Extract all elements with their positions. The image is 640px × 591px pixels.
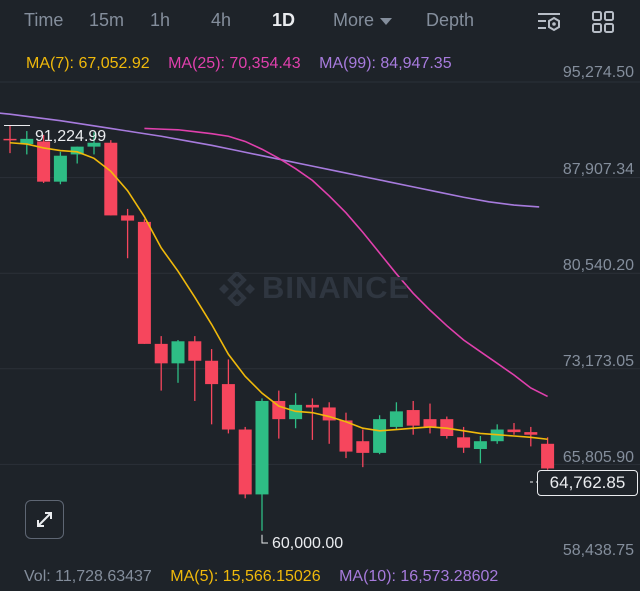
- candle-down: [3, 138, 17, 141]
- ma25-value: MA(25): 70,354.43: [168, 55, 301, 72]
- chart-settings-icon[interactable]: [536, 9, 562, 35]
- candle-down: [524, 432, 538, 435]
- volume-legend: Vol: 11,728.63437 MA(5): 15,566.15026 MA…: [24, 568, 512, 586]
- y-axis-label: 80,540.20: [562, 257, 634, 274]
- fullscreen-button[interactable]: [25, 500, 64, 539]
- volume-value: Vol: 11,728.63437: [24, 568, 152, 585]
- volume-ma10: MA(10): 16,573.28602: [339, 568, 499, 585]
- volume-ma5: MA(5): 15,566.15026: [170, 568, 321, 585]
- watermark-text: BINANCE: [262, 270, 411, 305]
- y-axis-label: 65,805.90: [562, 449, 634, 466]
- candle-down: [221, 384, 235, 430]
- candle-down: [423, 419, 437, 427]
- candle-down: [121, 215, 135, 221]
- candlestick-chart[interactable]: [0, 42, 640, 562]
- candle-down: [507, 429, 521, 433]
- high-annotation: 91,224.99: [35, 128, 107, 145]
- candle-up: [20, 138, 34, 145]
- expand-arrows-icon: [37, 512, 52, 527]
- tab-15m[interactable]: 15m: [89, 10, 125, 30]
- tab-depth[interactable]: Depth: [426, 10, 475, 30]
- candle-down: [238, 429, 252, 495]
- candle-down: [205, 360, 219, 385]
- tab-1d[interactable]: 1D: [272, 10, 296, 30]
- candle-down: [137, 221, 151, 344]
- y-axis-label: 87,907.34: [562, 161, 634, 178]
- interval-tabs: Time 15m 1h 4h 1D More Depth: [0, 0, 640, 42]
- ma99-line: [0, 112, 540, 208]
- candle-up: [70, 146, 84, 155]
- candle-up: [171, 341, 185, 364]
- candle-down: [305, 404, 319, 408]
- candle-up: [373, 419, 387, 453]
- candle-down: [406, 410, 420, 426]
- candle-up: [473, 441, 487, 449]
- ma25-line: [144, 127, 548, 398]
- binance-logo-icon: [219, 272, 255, 306]
- candle-up: [255, 400, 269, 495]
- candle-down: [37, 141, 51, 182]
- tab-more[interactable]: More: [333, 10, 393, 31]
- candle-up: [87, 142, 101, 147]
- grid-layout-icon[interactable]: [590, 9, 616, 35]
- candle-down: [356, 441, 370, 453]
- current-price-tag: 64,762.85: [537, 470, 638, 496]
- chevron-down-icon: [380, 17, 393, 25]
- ma7-line: [9, 141, 548, 441]
- tab-more-label: More: [333, 10, 375, 30]
- candle-down: [154, 343, 168, 364]
- y-axis-label: 95,274.50: [562, 64, 634, 81]
- y-axis-label: 58,438.75: [562, 542, 634, 559]
- candle-down: [188, 341, 202, 361]
- tab-time[interactable]: Time: [24, 10, 64, 30]
- candle-down: [541, 443, 555, 469]
- y-axis-label: 73,173.05: [562, 353, 634, 370]
- ma-legend: MA(7): 67,052.92 MA(25): 70,354.43 MA(99…: [26, 55, 466, 73]
- ma99-value: MA(99): 84,947.35: [319, 55, 452, 72]
- candle-down: [339, 420, 353, 452]
- low-marker: [261, 534, 268, 544]
- candle-up: [53, 155, 67, 182]
- candle-down: [457, 437, 471, 448]
- low-annotation: 60,000.00: [272, 535, 344, 552]
- tab-1h[interactable]: 1h: [150, 10, 171, 30]
- candle-up: [389, 411, 403, 427]
- ma7-value: MA(7): 67,052.92: [26, 55, 150, 72]
- candle-down: [272, 400, 286, 420]
- tab-4h[interactable]: 4h: [211, 10, 232, 30]
- candle-down: [104, 142, 118, 216]
